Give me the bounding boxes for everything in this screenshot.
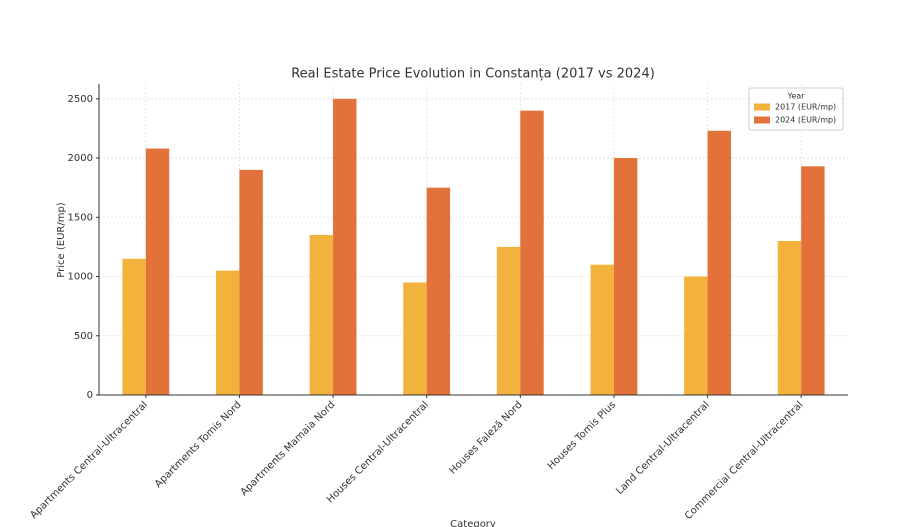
chart-title: Real Estate Price Evolution in Constanța…	[291, 67, 655, 82]
legend-swatch	[754, 103, 770, 111]
bar	[520, 110, 544, 396]
legend-swatch	[754, 116, 770, 124]
bar	[777, 240, 802, 395]
bar	[309, 235, 334, 395]
legend-box	[748, 87, 844, 131]
bar	[216, 270, 240, 395]
bar	[613, 158, 638, 395]
x-tick-label: Apartments Central-Ultracentral	[28, 399, 150, 521]
bar	[496, 246, 521, 395]
bar	[145, 148, 170, 395]
y-axis-label: Price (EUR/mp)	[56, 202, 67, 278]
bar	[801, 166, 825, 395]
y-tick-label: 2500	[68, 94, 93, 105]
bar	[122, 258, 146, 395]
y-tick-label: 1500	[68, 212, 93, 223]
bar	[426, 187, 451, 395]
y-tick-label: 1000	[68, 272, 93, 283]
x-tick-label: Houses Faleză Nord	[447, 399, 524, 476]
legend-label: 2017 (EUR/mp)	[775, 103, 836, 112]
y-tick-label: 0	[87, 390, 93, 401]
x-tick-label: Apartments Tomis Nord	[153, 399, 244, 490]
legend-title: Year	[787, 92, 806, 101]
bar	[403, 282, 427, 395]
bar	[684, 276, 708, 395]
x-axis-label: Category	[450, 519, 496, 527]
legend-label: 2024 (EUR/mp)	[775, 116, 836, 125]
bar	[590, 264, 614, 395]
x-tick-label: Houses Central-Ultracentral	[325, 399, 431, 505]
bar	[239, 169, 263, 395]
x-tick-label: Commercial Central-Ultracentral	[683, 399, 805, 521]
bar	[707, 130, 731, 395]
x-tick-label: Houses Tomis Plus	[546, 399, 619, 472]
bar	[333, 98, 357, 396]
y-tick-label: 2000	[68, 153, 93, 164]
x-tick-label: Apartments Mamaia Nord	[239, 399, 338, 498]
y-tick-label: 500	[74, 331, 93, 342]
x-tick-label: Land Central-Ultracentral	[614, 399, 711, 496]
